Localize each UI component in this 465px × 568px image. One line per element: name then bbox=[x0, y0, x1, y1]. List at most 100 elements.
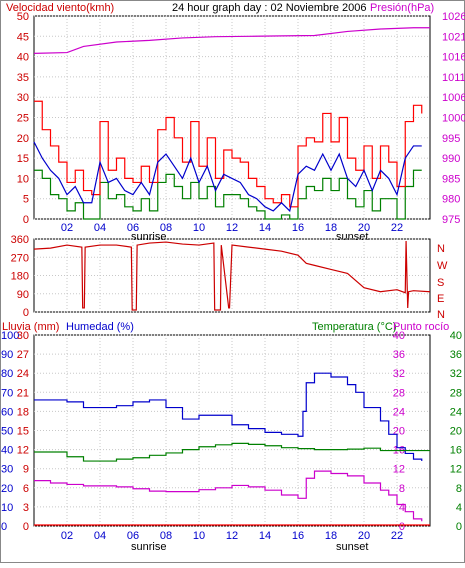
y-tick-label-humidity: 60 bbox=[1, 406, 13, 418]
y-tick-label-pressure: 995 bbox=[442, 133, 460, 145]
y-tick-label-temperature: 28 bbox=[450, 387, 462, 399]
x-tick-label-top: 14 bbox=[259, 222, 271, 234]
x-tick-label-top: 10 bbox=[193, 222, 205, 234]
temp-label: Temperatura (°C) bbox=[312, 321, 396, 333]
y-tick-label-wind: 30 bbox=[17, 92, 29, 104]
wind-title: Velocidad viento(kmh) bbox=[6, 2, 114, 14]
y-tick-label-dewpoint: 28 bbox=[393, 387, 405, 399]
y-tick-label-temperature: 0 bbox=[456, 521, 462, 533]
compass-n1: N bbox=[437, 243, 445, 255]
sunrise-label-top: sunrise bbox=[131, 231, 166, 243]
humidity-label: Humedad (%) bbox=[66, 321, 134, 333]
y-tick-label-temperature: 36 bbox=[450, 349, 462, 361]
y-tick-label-pressure: 985 bbox=[442, 173, 460, 185]
y-tick-label-direction: 360 bbox=[11, 234, 29, 246]
compass-w: W bbox=[437, 260, 448, 272]
pressure-title: Presión(hPa) bbox=[370, 2, 434, 14]
y-tick-label-humidity: 100 bbox=[1, 330, 19, 342]
y-tick-label-rain: 9 bbox=[23, 464, 29, 476]
y-tick-label-rain: 3 bbox=[23, 502, 29, 514]
y-tick-label-temperature: 24 bbox=[450, 406, 462, 418]
y-tick-label-humidity: 80 bbox=[1, 368, 13, 380]
y-tick-label-temperature: 4 bbox=[456, 502, 462, 514]
y-tick-label-humidity: 30 bbox=[1, 464, 13, 476]
pressure-line bbox=[33, 27, 430, 54]
y-tick-label-direction: 0 bbox=[23, 307, 29, 319]
y-tick-label-temperature: 16 bbox=[450, 445, 462, 457]
x-tick-label-top: 16 bbox=[292, 222, 304, 234]
y-tick-label-temperature: 40 bbox=[450, 330, 462, 342]
y-tick-label-dewpoint: 8 bbox=[399, 483, 405, 495]
y-tick-label-rain: 30 bbox=[17, 330, 29, 342]
y-tick-label-humidity: 10 bbox=[1, 502, 13, 514]
y-tick-label-dewpoint: 24 bbox=[393, 406, 405, 418]
humidity-line bbox=[34, 372, 423, 462]
x-tick-label-top: 08 bbox=[160, 222, 172, 234]
y-tick-label-pressure: 1011 bbox=[442, 72, 465, 84]
y-tick-label-dewpoint: 36 bbox=[393, 349, 405, 361]
wind-average-line bbox=[33, 141, 422, 213]
y-tick-label-rain: 15 bbox=[17, 426, 29, 438]
x-tick-label-bottom: 18 bbox=[325, 530, 337, 542]
y-tick-label-dewpoint: 12 bbox=[393, 464, 405, 476]
y-tick-label-wind: 20 bbox=[17, 133, 29, 145]
y-tick-label-rain: 0 bbox=[23, 521, 29, 533]
y-tick-label-temperature: 12 bbox=[450, 464, 462, 476]
y-tick-label-dewpoint: 4 bbox=[399, 502, 405, 514]
x-tick-label-top: 18 bbox=[325, 222, 337, 234]
y-tick-label-pressure: 1021 bbox=[442, 31, 465, 43]
y-tick-label-pressure: 1026 bbox=[442, 11, 465, 23]
y-tick-label-wind: 35 bbox=[17, 72, 29, 84]
y-tick-label-humidity: 20 bbox=[1, 483, 13, 495]
y-tick-label-rain: 24 bbox=[17, 368, 29, 380]
y-tick-label-pressure: 1000 bbox=[442, 113, 465, 125]
y-tick-label-rain: 18 bbox=[17, 406, 29, 418]
compass-n2: N bbox=[437, 309, 445, 321]
x-tick-label-bottom: 16 bbox=[292, 530, 304, 542]
y-tick-label-humidity: 90 bbox=[1, 349, 13, 361]
dewpoint-line bbox=[34, 470, 423, 522]
y-tick-label-humidity: 40 bbox=[1, 445, 13, 457]
y-tick-label-humidity: 0 bbox=[1, 521, 7, 533]
sunset-label-bottom: sunset bbox=[336, 541, 368, 553]
y-tick-label-pressure: 990 bbox=[442, 153, 460, 165]
x-tick-label-bottom: 12 bbox=[226, 530, 238, 542]
wind-speed-line bbox=[34, 100, 423, 208]
y-tick-label-pressure: 1016 bbox=[442, 52, 465, 64]
x-tick-label-bottom: 08 bbox=[160, 530, 172, 542]
y-tick-label-wind: 25 bbox=[17, 113, 29, 125]
y-tick-label-dewpoint: 40 bbox=[393, 330, 405, 342]
x-tick-label-top: 20 bbox=[358, 222, 370, 234]
x-tick-label-bottom: 02 bbox=[61, 530, 73, 542]
dew-label: Punto rocío bbox=[393, 321, 449, 333]
x-tick-label-bottom: 10 bbox=[193, 530, 205, 542]
y-tick-label-dewpoint: 32 bbox=[393, 368, 405, 380]
y-tick-label-direction: 180 bbox=[11, 271, 29, 283]
y-tick-label-wind: 50 bbox=[17, 11, 29, 23]
y-tick-label-direction: 90 bbox=[17, 289, 29, 301]
x-tick-label-bottom: 04 bbox=[94, 530, 106, 542]
graph-title: 24 hour graph day : 02 Noviembre 2006 bbox=[172, 2, 366, 14]
y-tick-label-rain: 6 bbox=[23, 483, 29, 495]
x-tick-label-top: 06 bbox=[127, 222, 139, 234]
y-tick-label-pressure: 1006 bbox=[442, 92, 465, 104]
y-tick-label-dewpoint: 0 bbox=[399, 521, 405, 533]
x-tick-label-bottom: 06 bbox=[127, 530, 139, 542]
temperature-line bbox=[34, 442, 430, 462]
x-tick-label-bottom: 22 bbox=[391, 530, 403, 542]
y-tick-label-temperature: 20 bbox=[450, 426, 462, 438]
sunrise-label-bottom: sunrise bbox=[131, 541, 166, 553]
y-tick-label-wind: 45 bbox=[17, 31, 29, 43]
x-tick-label-top: 04 bbox=[94, 222, 106, 234]
x-tick-label-top: 22 bbox=[391, 222, 403, 234]
y-tick-label-wind: 40 bbox=[17, 52, 29, 64]
x-tick-label-top: 12 bbox=[226, 222, 238, 234]
y-tick-label-wind: 5 bbox=[23, 194, 29, 206]
x-tick-label-top: 02 bbox=[61, 222, 73, 234]
y-tick-label-wind: 0 bbox=[23, 214, 29, 226]
sunset-label-top: sunset bbox=[336, 231, 368, 243]
y-tick-label-humidity: 50 bbox=[1, 426, 13, 438]
y-tick-label-direction: 270 bbox=[11, 252, 29, 264]
y-tick-label-temperature: 8 bbox=[456, 483, 462, 495]
